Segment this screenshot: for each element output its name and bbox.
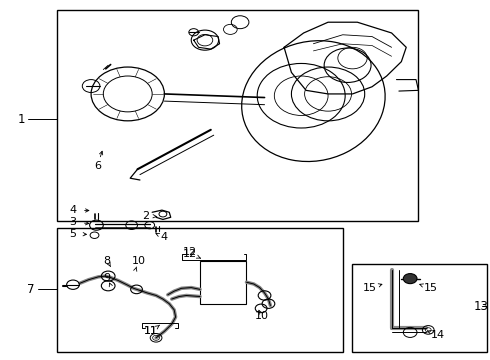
Text: 6: 6 bbox=[94, 161, 101, 171]
Text: 2: 2 bbox=[142, 211, 149, 221]
Text: 14: 14 bbox=[431, 330, 445, 340]
Text: 11: 11 bbox=[144, 326, 158, 336]
Text: 11: 11 bbox=[144, 326, 158, 336]
Text: 12: 12 bbox=[183, 247, 197, 257]
Text: 10: 10 bbox=[255, 311, 269, 321]
Text: 4: 4 bbox=[70, 206, 76, 216]
Text: 15: 15 bbox=[363, 283, 377, 293]
Text: 15: 15 bbox=[424, 283, 438, 293]
Text: 1: 1 bbox=[18, 113, 25, 126]
Circle shape bbox=[403, 274, 417, 284]
Bar bbox=[200, 261, 246, 304]
Text: 3: 3 bbox=[70, 217, 76, 227]
Bar bbox=[57, 228, 343, 352]
Bar bbox=[57, 10, 418, 221]
Text: 12: 12 bbox=[183, 248, 197, 258]
Text: 10: 10 bbox=[131, 256, 146, 266]
Text: 5: 5 bbox=[70, 229, 76, 239]
Text: 9: 9 bbox=[104, 273, 111, 283]
Text: 8: 8 bbox=[104, 256, 111, 266]
Text: 4: 4 bbox=[161, 232, 168, 242]
Text: 13: 13 bbox=[473, 300, 489, 313]
Bar bbox=[352, 264, 487, 352]
Text: 7: 7 bbox=[27, 283, 35, 296]
